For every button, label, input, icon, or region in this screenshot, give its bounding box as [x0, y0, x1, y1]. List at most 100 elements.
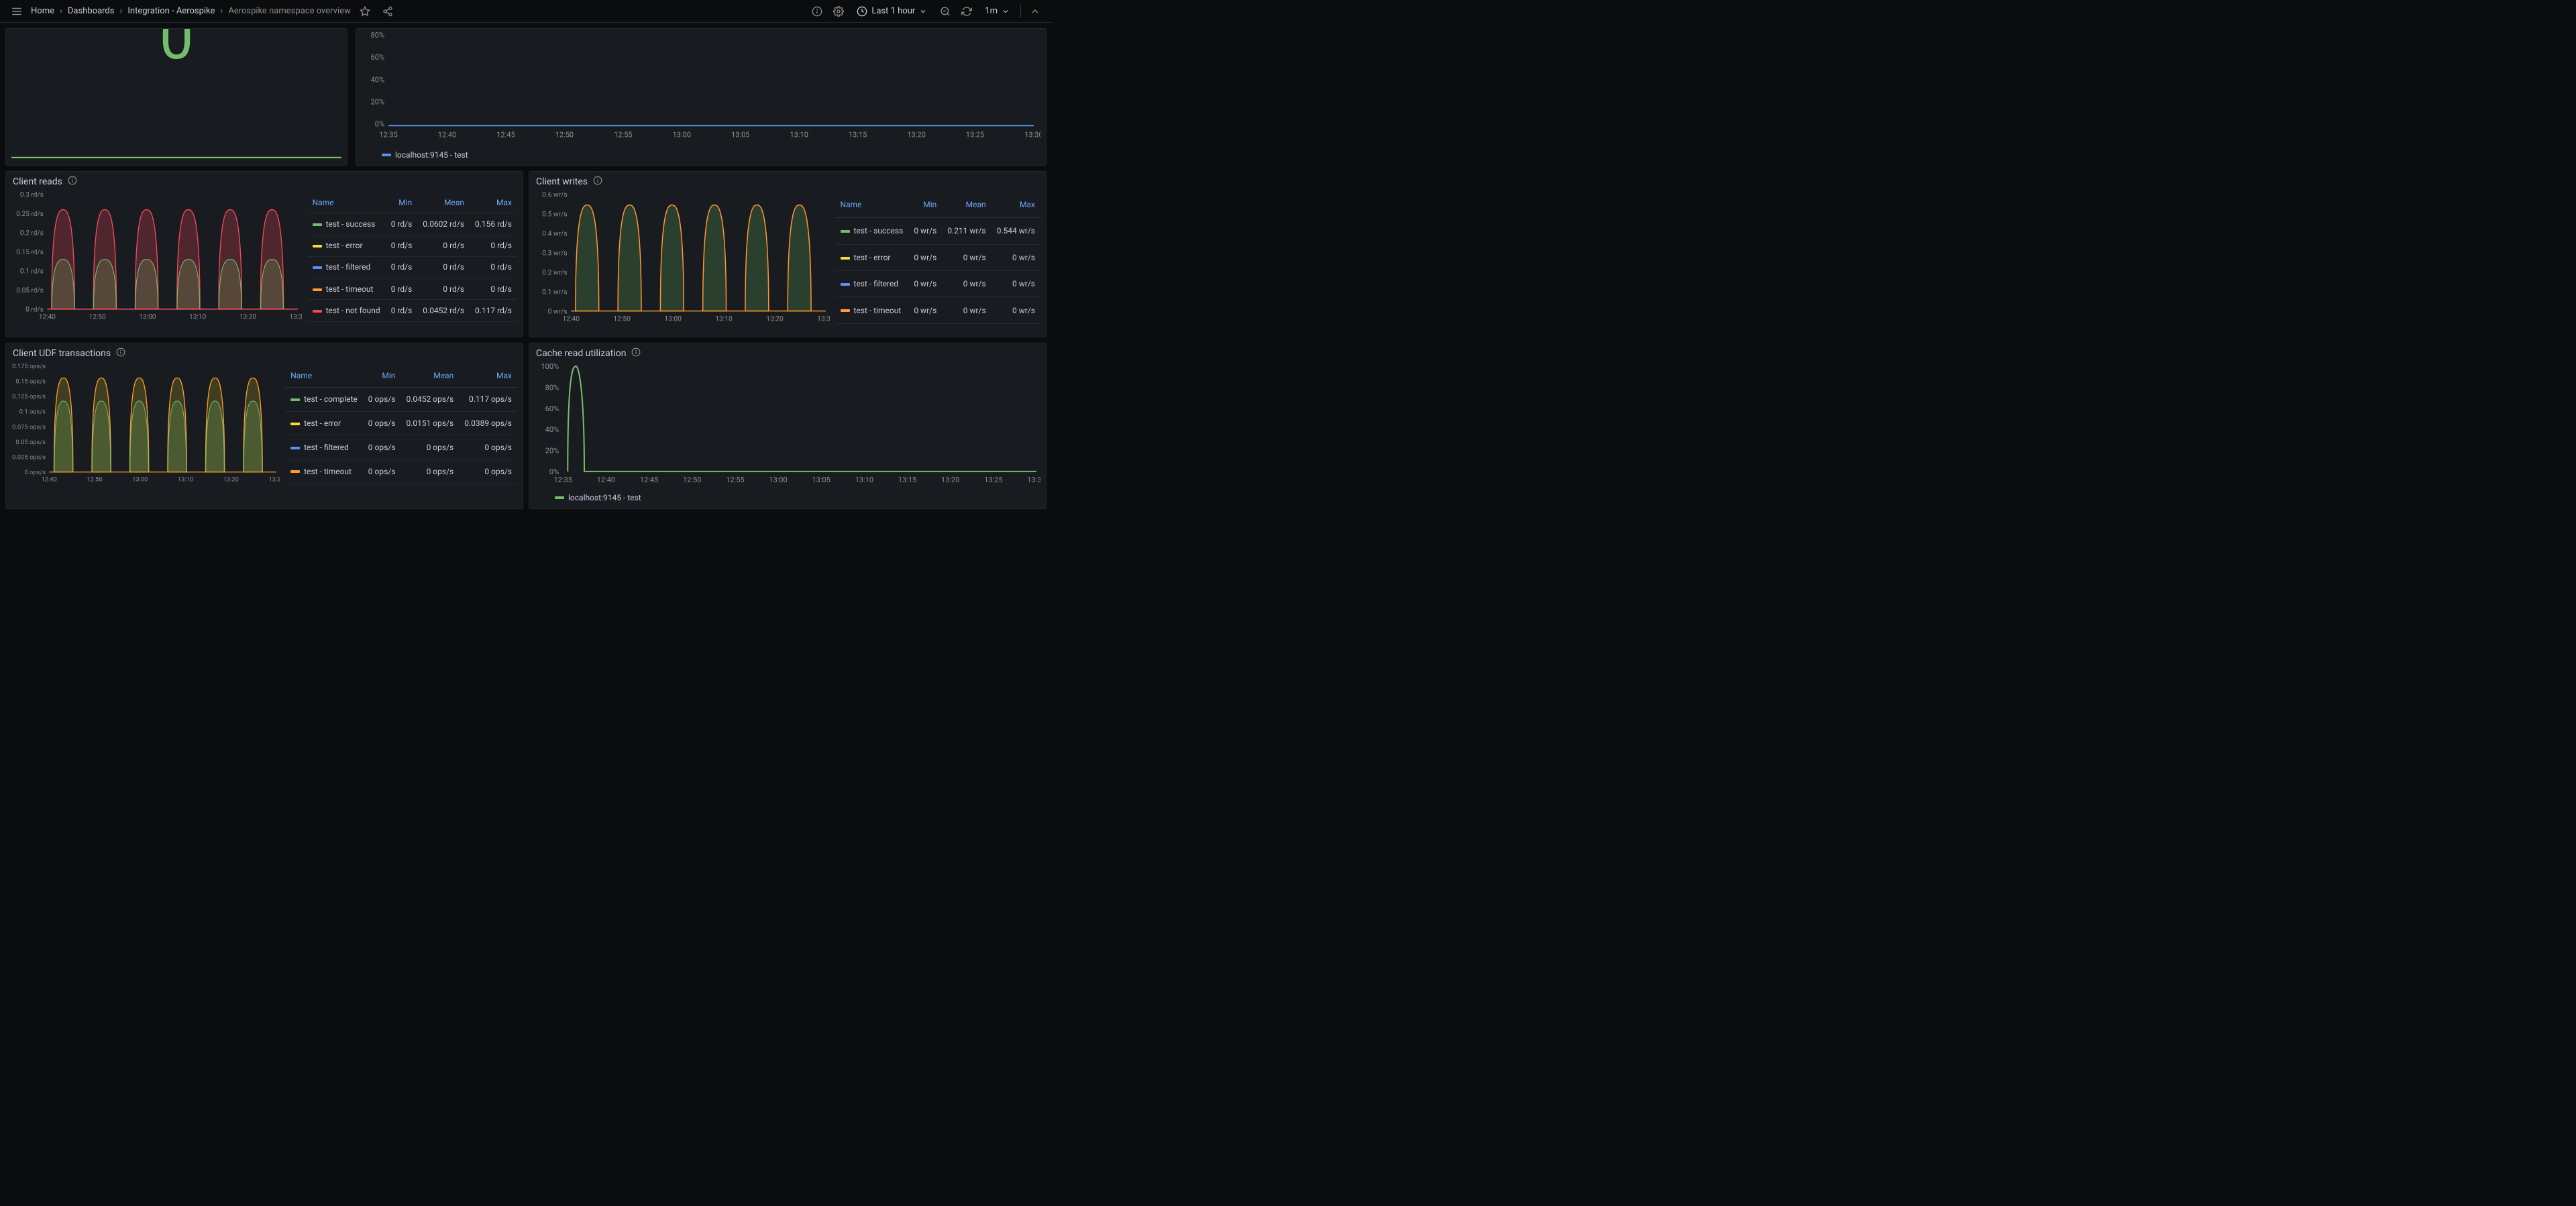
legend-row[interactable]: test - filtered0 ops/s0 ops/s0 ops/s — [285, 435, 517, 459]
info-icon[interactable] — [808, 3, 826, 20]
chevron-down-icon — [1002, 7, 1010, 15]
client-udf-legend: NameMinMeanMaxtest - complete0 ops/s0.04… — [285, 364, 517, 484]
legend-value: 0 ops/s — [459, 435, 517, 459]
legend-row[interactable]: test - not found0 rd/s0.0452 rd/s0.117 r… — [307, 300, 517, 321]
legend-swatch — [290, 423, 300, 425]
legend-series-name: test - filtered — [854, 279, 899, 288]
legend-value: 0 wr/s — [942, 297, 991, 323]
legend-value: 0 ops/s — [363, 411, 401, 435]
cache-read-chart: 100%80%60%40%20%0%12:3512:4012:4512:5012… — [535, 364, 1040, 485]
legend-value: 0.117 rd/s — [470, 300, 517, 321]
legend-row[interactable]: test - error0 wr/s0 wr/s0 wr/s — [835, 244, 1040, 270]
share-icon[interactable] — [379, 3, 396, 20]
legend-header[interactable]: Mean — [417, 192, 470, 213]
legend-row[interactable]: test - error0 rd/s0 rd/s0 rd/s — [307, 235, 517, 256]
svg-text:13:05: 13:05 — [812, 476, 830, 484]
legend-row[interactable]: test - timeout0 ops/s0 ops/s0 ops/s — [285, 459, 517, 484]
client-writes-chart: 0.6 wr/s0.5 wr/s0.4 wr/s0.3 wr/s0.2 wr/s… — [535, 192, 830, 323]
time-range-label: Last 1 hour — [871, 6, 915, 16]
zoom-out-icon[interactable] — [936, 3, 954, 20]
svg-text:13:00: 13:00 — [132, 476, 148, 484]
info-icon[interactable] — [68, 176, 77, 188]
svg-text:12:40: 12:40 — [42, 476, 57, 484]
legend-header[interactable]: Min — [908, 192, 942, 217]
menu-icon[interactable] — [8, 3, 25, 20]
svg-text:0.05 rd/s: 0.05 rd/s — [16, 287, 44, 294]
svg-text:0.2 wr/s: 0.2 wr/s — [542, 268, 568, 277]
svg-text:40%: 40% — [545, 425, 559, 434]
panel-client-writes[interactable]: Client writes 0.6 wr/s0.5 wr/s0.4 wr/s0.… — [529, 171, 1046, 337]
legend-value: 0.544 wr/s — [991, 218, 1040, 244]
svg-text:0.2 rd/s: 0.2 rd/s — [20, 230, 44, 237]
svg-text:13:10: 13:10 — [715, 315, 733, 323]
legend-row[interactable]: test - filtered0 wr/s0 wr/s0 wr/s — [835, 270, 1040, 296]
legend-row[interactable]: test - timeout0 rd/s0 rd/s0 rd/s — [307, 278, 517, 300]
legend-value: 0.0452 ops/s — [400, 387, 459, 411]
client-reads-chart: 0.3 rd/s0.25 rd/s0.2 rd/s0.15 rd/s0.1 rd… — [11, 192, 302, 321]
panel-pct-chart[interactable]: 80%60%40%20%0%12:3512:4012:4512:5012:551… — [356, 28, 1046, 166]
legend-value: 0 wr/s — [908, 270, 942, 296]
panel-client-reads[interactable]: Client reads 0.3 rd/s0.25 rd/s0.2 rd/s0.… — [5, 171, 523, 337]
legend-value: 0.156 rd/s — [470, 213, 517, 235]
panel-client-udf[interactable]: Client UDF transactions 0.175 ops/s0.15 … — [5, 343, 523, 509]
svg-text:13:00: 13:00 — [769, 476, 788, 484]
legend-header[interactable]: Max — [459, 364, 517, 387]
info-icon[interactable] — [593, 176, 602, 188]
legend-label: localhost:9145 - test — [568, 493, 641, 502]
legend-header[interactable]: Mean — [400, 364, 459, 387]
legend-value: 0 rd/s — [470, 256, 517, 278]
top-nav: Home › Dashboards › Integration - Aerosp… — [0, 0, 1052, 23]
legend-row[interactable]: test - filtered0 rd/s0 rd/s0 rd/s — [307, 256, 517, 278]
svg-text:0.3 wr/s: 0.3 wr/s — [542, 249, 568, 258]
legend-row[interactable]: test - timeout0 wr/s0 wr/s0 wr/s — [835, 297, 1040, 323]
star-icon[interactable] — [356, 3, 374, 20]
refresh-interval-picker[interactable]: 1m — [979, 3, 1015, 20]
legend-series-name: test - timeout — [326, 284, 374, 294]
svg-text:12:55: 12:55 — [726, 476, 745, 484]
legend-header[interactable]: Max — [470, 192, 517, 213]
svg-text:13:05: 13:05 — [731, 130, 749, 139]
legend-value: 0 rd/s — [386, 278, 418, 300]
legend-value: 0.211 wr/s — [942, 218, 991, 244]
panel-bigstat[interactable]: 0 — [5, 28, 347, 166]
legend-row[interactable]: test - success0 wr/s0.211 wr/s0.544 wr/s — [835, 218, 1040, 244]
legend-header[interactable]: Min — [386, 192, 418, 213]
panel-title: Client UDF transactions — [13, 348, 111, 359]
refresh-icon[interactable] — [958, 3, 975, 20]
breadcrumb-folder[interactable]: Integration - Aerospike — [127, 6, 215, 16]
legend-header[interactable]: Name — [835, 192, 909, 217]
nav-actions: Last 1 hour 1m — [808, 3, 1044, 20]
svg-text:0.175 ops/s: 0.175 ops/s — [12, 364, 46, 370]
svg-text:0.1 wr/s: 0.1 wr/s — [542, 288, 568, 296]
panel-cache-read[interactable]: Cache read utilization 100%80%60%40%20%0… — [529, 343, 1046, 509]
svg-text:0.1 ops/s: 0.1 ops/s — [19, 408, 46, 416]
legend-value: 0 ops/s — [363, 387, 401, 411]
svg-text:13:00: 13:00 — [664, 315, 682, 323]
info-icon[interactable] — [631, 347, 641, 360]
legend-value: 0 wr/s — [991, 297, 1040, 323]
collapse-icon[interactable] — [1026, 3, 1044, 20]
legend-row[interactable]: test - success0 rd/s0.0602 rd/s0.156 rd/… — [307, 213, 517, 235]
breadcrumb-dashboards[interactable]: Dashboards — [68, 6, 115, 16]
svg-text:0.1 rd/s: 0.1 rd/s — [20, 268, 44, 276]
legend-header[interactable]: Mean — [942, 192, 991, 217]
breadcrumb-home[interactable]: Home — [31, 6, 54, 16]
svg-text:80%: 80% — [371, 32, 384, 40]
legend-row[interactable]: test - complete0 ops/s0.0452 ops/s0.117 … — [285, 387, 517, 411]
legend-series-name: test - error — [854, 253, 891, 262]
client-writes-legend: NameMinMeanMaxtest - success0 wr/s0.211 … — [835, 192, 1040, 323]
pct-chart: 80%60%40%20%0%12:3512:4012:4512:5012:551… — [362, 32, 1040, 142]
legend-value: 0 rd/s — [386, 300, 418, 321]
legend-row[interactable]: test - error0 ops/s0.0151 ops/s0.0389 op… — [285, 411, 517, 435]
svg-text:0.4 wr/s: 0.4 wr/s — [542, 229, 568, 238]
svg-text:40%: 40% — [371, 75, 384, 84]
info-icon[interactable] — [116, 347, 125, 360]
legend-header[interactable]: Name — [285, 364, 363, 387]
time-range-picker[interactable]: Last 1 hour — [851, 3, 932, 20]
legend-series-name: test - filtered — [304, 443, 349, 452]
svg-text:0.05 ops/s: 0.05 ops/s — [15, 439, 46, 446]
legend-header[interactable]: Min — [363, 364, 401, 387]
legend-header[interactable]: Max — [991, 192, 1040, 217]
legend-header[interactable]: Name — [307, 192, 386, 213]
gear-icon[interactable] — [830, 3, 847, 20]
